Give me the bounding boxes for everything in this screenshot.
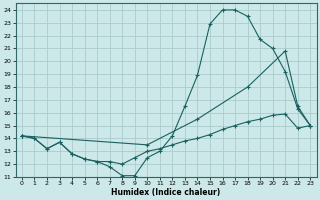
X-axis label: Humidex (Indice chaleur): Humidex (Indice chaleur) (111, 188, 221, 197)
